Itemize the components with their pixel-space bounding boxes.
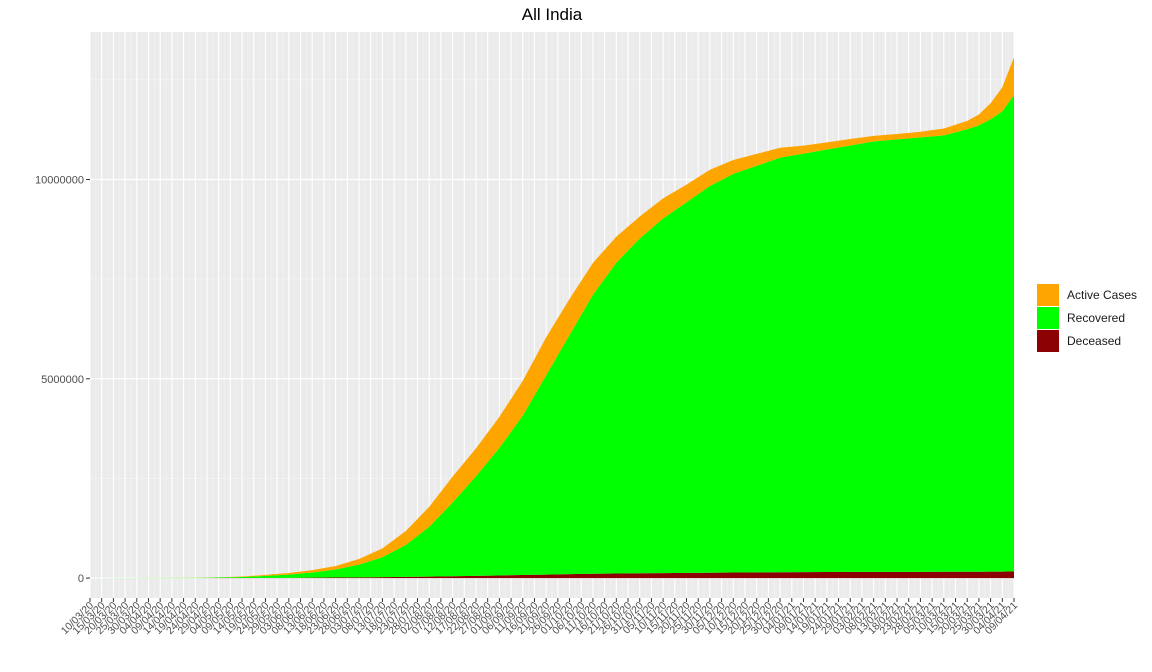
area-deceased xyxy=(90,571,1014,579)
area-recovered xyxy=(90,95,1014,579)
x-axis: 10/03/2015/03/2020/03/2025/03/2030/03/20… xyxy=(59,598,1020,637)
legend-swatch-deceased xyxy=(1037,330,1059,352)
legend: Active Cases Recovered Deceased xyxy=(1037,284,1137,352)
y-tick-label: 5000000 xyxy=(41,374,84,386)
legend-label: Deceased xyxy=(1067,334,1121,348)
y-tick-label: 10000000 xyxy=(35,174,84,186)
legend-swatch-active-cases xyxy=(1037,284,1059,306)
y-tick-label: 0 xyxy=(78,573,84,585)
legend-swatch-recovered xyxy=(1037,307,1059,329)
data-areas xyxy=(90,57,1014,579)
chart-title: All India xyxy=(522,5,583,24)
legend-label: Recovered xyxy=(1067,311,1125,325)
legend-label: Active Cases xyxy=(1067,288,1137,302)
y-axis: 0 5000000 10000000 xyxy=(35,174,90,585)
